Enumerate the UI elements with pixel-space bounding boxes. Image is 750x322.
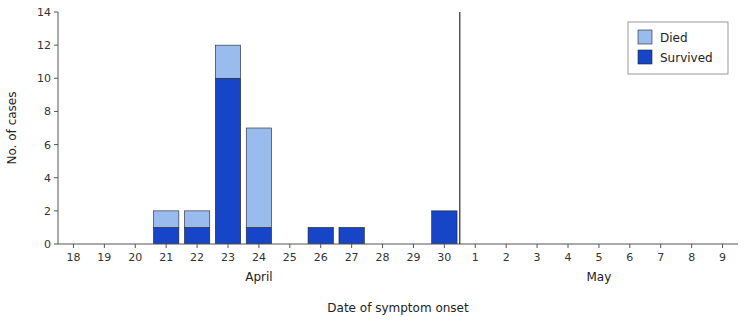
x-tick-label: 3 [534, 251, 541, 264]
x-tick [475, 244, 476, 248]
x-tick-label: 21 [159, 251, 173, 264]
x-axis [58, 244, 738, 245]
y-tick-label: 0 [44, 238, 51, 251]
x-tick [320, 244, 321, 248]
x-tick-label: 26 [314, 251, 328, 264]
bar-segment [308, 227, 333, 228]
x-tick-label: 6 [626, 251, 633, 264]
x-tick-label: 27 [345, 251, 359, 264]
x-tick [73, 244, 74, 248]
legend-swatch [638, 30, 652, 44]
x-tick [568, 244, 569, 248]
y-tick [54, 244, 58, 245]
y-tick-label: 4 [44, 172, 51, 185]
x-tick-label: 24 [252, 251, 266, 264]
y-tick [54, 12, 58, 13]
bar-segment [154, 211, 179, 228]
y-tick-label: 12 [37, 39, 51, 52]
legend: Died Survived [628, 22, 728, 74]
x-tick [351, 244, 352, 248]
x-tick-label: 23 [221, 251, 235, 264]
x-tick [506, 244, 507, 248]
y-tick [54, 78, 58, 79]
bar-segment [154, 227, 179, 244]
x-tick-label: 19 [97, 251, 111, 264]
legend-label: Survived [660, 51, 713, 65]
x-tick-label: 28 [376, 251, 390, 264]
x-tick [629, 244, 630, 248]
y-tick [54, 144, 58, 145]
x-tick-label: 4 [565, 251, 572, 264]
month-label: April [245, 270, 272, 284]
x-tick-label: 5 [595, 251, 602, 264]
x-tick [104, 244, 105, 248]
y-tick-label: 14 [37, 6, 51, 19]
y-tick-label: 6 [44, 139, 51, 152]
month-divider [459, 12, 460, 244]
bar-segment [184, 211, 209, 228]
bar-segment [432, 210, 457, 211]
y-tick [54, 177, 58, 178]
y-tick-label: 2 [44, 205, 51, 218]
y-tick [54, 111, 58, 112]
x-tick-label: 30 [437, 251, 451, 264]
bar-segment [215, 78, 240, 244]
x-tick [382, 244, 383, 248]
x-tick-label: 7 [657, 251, 664, 264]
x-tick [444, 244, 445, 248]
bars [154, 45, 458, 244]
x-tick-label: 1 [472, 251, 479, 264]
legend-frame [628, 22, 728, 74]
bar-segment [308, 227, 333, 244]
x-tick-label: 20 [128, 251, 142, 264]
x-tick-label: 22 [190, 251, 204, 264]
y-axis-label: No. of cases [5, 92, 19, 165]
y-tick-label: 8 [44, 105, 51, 118]
bar-segment [184, 227, 209, 244]
x-tick [289, 244, 290, 248]
month-label: May [587, 270, 612, 284]
x-tick-label: 9 [719, 251, 726, 264]
x-tick [258, 244, 259, 248]
x-axis-label: Date of symptom onset [327, 301, 469, 315]
x-tick [413, 244, 414, 248]
x-tick [598, 244, 599, 248]
y-tick [54, 210, 58, 211]
x-tick-label: 2 [503, 251, 510, 264]
x-tick [722, 244, 723, 248]
x-tick [197, 244, 198, 248]
x-tick [691, 244, 692, 248]
x-tick-label: 8 [688, 251, 695, 264]
x-tick [135, 244, 136, 248]
x-tick-label: 18 [66, 251, 80, 264]
bar-segment [432, 211, 457, 244]
bar-segment [246, 227, 271, 244]
legend-swatch [638, 50, 652, 64]
legend-label: Died [660, 31, 688, 45]
x-tick [537, 244, 538, 248]
bar-segment [339, 227, 364, 244]
x-tick-label: 29 [406, 251, 420, 264]
x-tick [660, 244, 661, 248]
y-tick-label: 10 [37, 72, 51, 85]
y-axis [58, 12, 59, 244]
x-tick [166, 244, 167, 248]
x-tick-label: 25 [283, 251, 297, 264]
bar-segment [246, 128, 271, 227]
bar-segment [339, 227, 364, 228]
y-tick [54, 45, 58, 46]
chart: 0246810121418192021222324252627282930123… [0, 0, 750, 322]
x-tick [228, 244, 229, 248]
bar-segment [215, 45, 240, 78]
